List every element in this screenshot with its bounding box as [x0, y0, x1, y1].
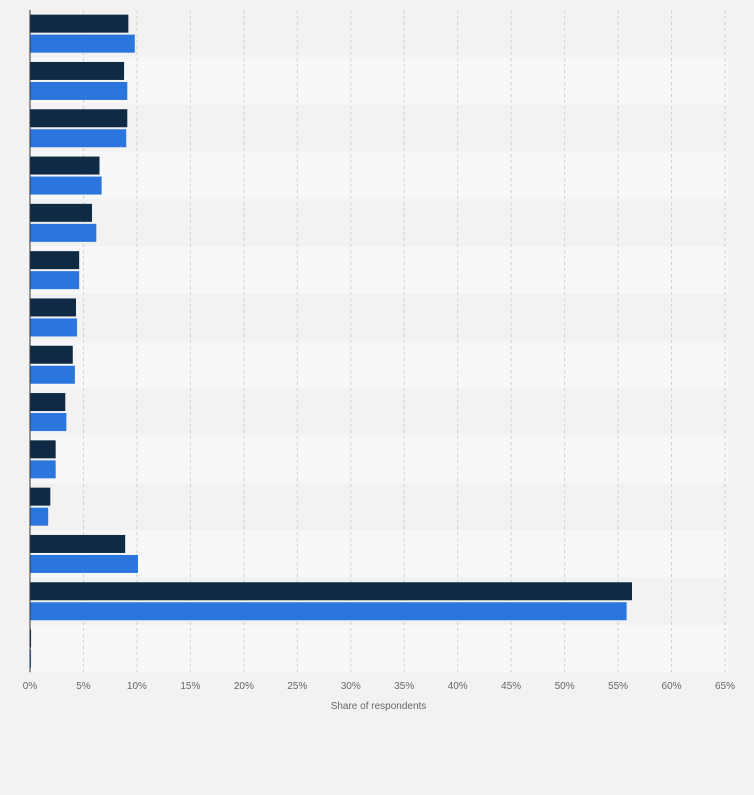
bar: [30, 271, 80, 290]
x-axis-label: Share of respondents: [331, 701, 427, 712]
x-axis-ticks: 0% 5% 10% 15% 20% 25% 30% 35% 40% 45% 50% 55% 60% 65%: [23, 681, 735, 692]
bar: [30, 413, 67, 432]
x-tick-label: 60%: [662, 681, 682, 692]
row-band: [30, 483, 728, 531]
bar: [30, 109, 128, 128]
bar: [30, 223, 97, 242]
bar: [30, 345, 73, 364]
bar: [30, 602, 627, 621]
bar: [30, 318, 78, 337]
bars: [30, 14, 632, 668]
row-band: [30, 435, 728, 483]
bar: [30, 156, 100, 175]
row-band: [30, 104, 728, 152]
bar: [30, 81, 128, 100]
row-band: [30, 57, 728, 105]
row-band: [30, 293, 728, 342]
bar: [30, 534, 126, 553]
bar: [30, 129, 127, 148]
x-tick-label: 55%: [608, 681, 628, 692]
bar: [30, 176, 102, 195]
x-tick-label: 35%: [394, 681, 414, 692]
gridlines: [82, 10, 726, 673]
bar: [30, 460, 56, 479]
row-band: [30, 624, 728, 673]
x-tick-label: 5%: [76, 681, 91, 692]
row-band: [30, 388, 728, 436]
bar: [30, 582, 632, 601]
x-tick-label: 65%: [715, 681, 735, 692]
bar: [30, 61, 125, 80]
bar: [30, 298, 76, 317]
bar: [30, 487, 51, 506]
bar: [30, 629, 32, 648]
bar: [30, 649, 32, 668]
x-tick-label: 20%: [234, 681, 254, 692]
x-tick-label: 25%: [287, 681, 307, 692]
x-tick-label: 10%: [127, 681, 147, 692]
x-tick-label: 15%: [180, 681, 200, 692]
bar: [30, 507, 49, 526]
row-band: [30, 341, 728, 389]
row-band: [30, 530, 728, 578]
bar: [30, 365, 75, 384]
row-band: [30, 246, 728, 294]
bar: [30, 440, 56, 459]
x-tick-label: 45%: [501, 681, 521, 692]
bar: [30, 554, 138, 573]
bar: [30, 34, 135, 53]
x-tick-label: 50%: [555, 681, 575, 692]
bar: [30, 203, 93, 222]
x-tick-label: 30%: [341, 681, 361, 692]
row-band: [30, 151, 728, 200]
bar: [30, 251, 80, 270]
x-tick-label: 40%: [448, 681, 468, 692]
x-tick-label: 0%: [23, 681, 38, 692]
row-band: [30, 10, 728, 58]
row-band: [30, 199, 728, 247]
bar: [30, 393, 66, 412]
bar: [30, 14, 129, 33]
